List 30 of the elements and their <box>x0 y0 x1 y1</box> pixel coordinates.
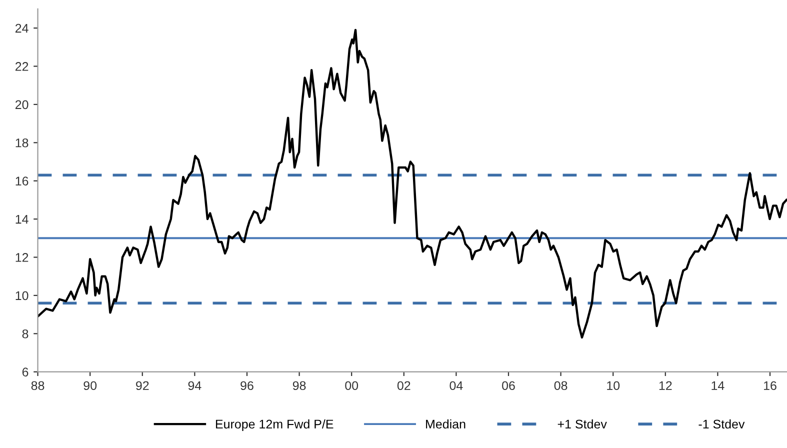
legend-label: Europe 12m Fwd P/E <box>216 419 334 432</box>
y-tick-label: 10 <box>16 291 28 300</box>
x-tick-label: 12 <box>659 381 672 390</box>
y-tick-label: 20 <box>15 100 28 110</box>
x-tick-label: 16 <box>764 381 776 390</box>
y-tick-label: 8 <box>22 329 28 338</box>
y-tick-label: 24 <box>15 24 28 33</box>
y-tick-label: 12 <box>16 253 28 262</box>
x-tick-label: 96 <box>240 381 254 390</box>
x-tick-label: 92 <box>136 381 149 390</box>
x-tick-label: 00 <box>345 381 358 390</box>
legend-label: Median <box>426 419 466 429</box>
x-tick-label: 88 <box>31 381 44 390</box>
y-tick-label: 16 <box>16 176 28 186</box>
x-tick-label: 10 <box>607 381 620 390</box>
y-tick-label: 14 <box>16 214 28 224</box>
x-tick-label: 04 <box>450 381 463 390</box>
y-tick-label: 18 <box>16 138 28 148</box>
y-tick-label: 6 <box>22 368 28 376</box>
x-tick-label: 98 <box>292 381 306 390</box>
legend-label: -1 Stdev <box>698 419 745 429</box>
x-tick-label: 94 <box>188 381 202 390</box>
x-tick-label: 08 <box>554 381 568 390</box>
x-tick-label: 06 <box>502 381 515 390</box>
x-tick-label: 90 <box>84 381 97 390</box>
legend-label: +1 Stdev <box>558 419 607 429</box>
line-series <box>38 28 787 339</box>
x-tick-label: 14 <box>712 381 724 390</box>
y-tick-label: 22 <box>15 62 28 71</box>
x-tick-label: 02 <box>397 381 410 390</box>
